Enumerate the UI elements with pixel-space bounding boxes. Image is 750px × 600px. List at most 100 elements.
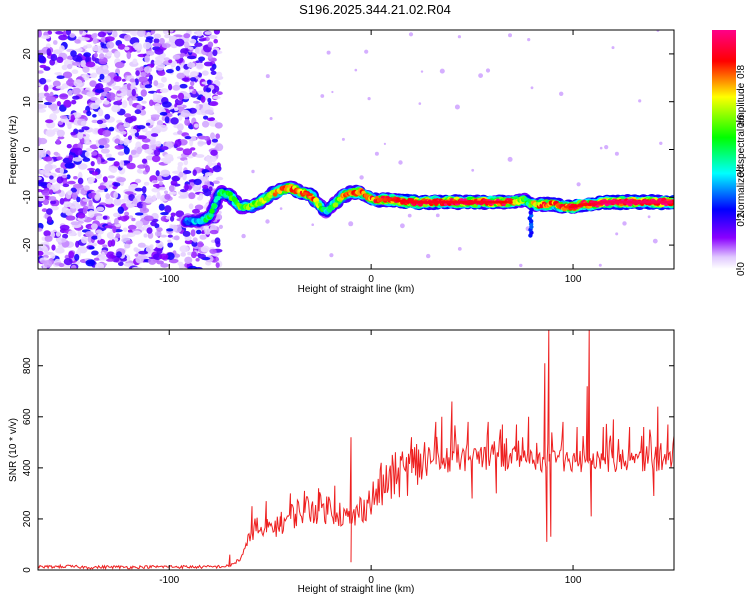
spectrogram-noise-cell — [167, 234, 173, 238]
spectrogram-noise-cell — [123, 160, 131, 164]
spectrogram-noise-cell — [142, 41, 152, 50]
spectrogram-noise-cell — [91, 250, 99, 256]
spectrogram-noise-cell — [65, 210, 72, 216]
spectrogram-noise-cell — [116, 90, 121, 94]
spectrogram-faint-cell — [420, 70, 424, 73]
spectrogram-noise-cell — [71, 87, 81, 95]
spectrogram-noise-cell — [88, 200, 93, 207]
spectrogram-ridge-core — [435, 200, 442, 204]
spectrogram-noise-cell — [137, 135, 148, 140]
spectrogram-noise-cell — [143, 181, 150, 186]
spectrogram-ridge-core — [493, 200, 500, 204]
x-tick-label: -100 — [159, 575, 179, 586]
spectrogram-noise-cell — [74, 147, 83, 156]
spectrogram-noise-cell — [99, 144, 105, 149]
spectrogram-noise-cell — [95, 215, 103, 221]
spectrogram-noise-cell — [207, 160, 213, 167]
spectrogram-noise-cell — [172, 170, 181, 174]
spectrogram-noise-cell — [161, 76, 167, 83]
spectrogram-noise-cell — [141, 100, 147, 104]
spectrogram-noise-cell — [70, 131, 77, 136]
spectrogram-noise-cell — [141, 186, 147, 194]
spectrogram-noise-cell — [192, 90, 197, 95]
spectrogram-noise-cell — [94, 88, 104, 94]
spectrogram-noise-cell — [149, 99, 154, 107]
spectrogram-noise-cell — [122, 30, 132, 33]
spectrogram-noise-cell — [92, 114, 97, 118]
spectrogram-noise-cell — [55, 31, 64, 35]
y-tick-label: 600 — [22, 408, 33, 425]
spectrogram-noise-cell — [128, 98, 133, 106]
spectrogram-ridge-cell — [208, 212, 214, 218]
spectrogram-noise-cell — [186, 55, 197, 60]
spectrogram-noise-cell — [57, 136, 65, 140]
spectrogram-noise-cell — [83, 52, 91, 58]
spectrogram-noise-cell — [152, 42, 162, 47]
spectrogram-faint-cell — [398, 160, 403, 165]
spectrogram-noise-cell — [123, 138, 130, 146]
spectrogram-noise-cell — [89, 74, 94, 78]
spectrogram-noise-cell — [134, 212, 144, 216]
spectrogram-faint-cell — [218, 224, 223, 229]
spectrogram-noise-cell — [77, 212, 86, 219]
spectrogram-faint-cell — [320, 94, 325, 98]
spectrogram-noise-cell — [123, 194, 129, 201]
spectrogram-noise-cell — [143, 215, 154, 222]
spectrogram-noise-cell — [98, 185, 107, 191]
spectrogram-noise-cell — [179, 245, 189, 253]
spectrogram-ridge-core — [417, 200, 424, 204]
spectrogram-noise-cell — [201, 70, 209, 76]
spectrogram-noise-cell — [77, 177, 84, 185]
snr-x-ticks: -100 0 100 — [159, 330, 582, 586]
spectrogram-noise-cell — [126, 51, 132, 60]
spectrogram-faint-cell — [598, 263, 602, 267]
spectrogram-y-label: Frequency (Hz) — [8, 116, 19, 185]
spectrogram-faint-cell — [269, 117, 273, 120]
spectrogram-noise-cell — [72, 192, 78, 201]
spectrogram-noise-cell — [66, 79, 76, 87]
spectrogram-noise-cell — [91, 235, 98, 240]
spectrogram-noise-cell — [209, 248, 217, 254]
spectrogram-ridge-core — [306, 193, 313, 197]
spectrogram-noise-cell — [72, 61, 82, 66]
spectrogram-faint-cell — [507, 156, 513, 162]
spectrogram-noise-cell — [148, 257, 157, 265]
spectrogram-noise-cell — [95, 229, 103, 234]
spectrogram-noise-cell — [127, 203, 136, 208]
spectrogram-noise-cell — [74, 39, 81, 44]
spectrogram-noise-cell — [140, 195, 145, 202]
spectrogram-ridge-core — [653, 200, 660, 204]
spectrogram-faint-cell — [604, 145, 609, 150]
spectrogram-faint-cell — [279, 207, 283, 210]
spectrogram-noise-cell — [215, 143, 224, 152]
spectrogram-noise-cell — [44, 235, 53, 242]
spectrogram-noise-cell — [164, 193, 171, 200]
spectrogram-noise-cell — [85, 259, 96, 267]
snr-y-ticks: 0 200 400 600 800 — [22, 357, 674, 573]
spectrogram-noise-cell — [90, 161, 95, 167]
spectrogram-noise-cell — [168, 30, 174, 33]
spectrogram-noise-cell — [142, 203, 147, 212]
spectrogram-noise-cell — [117, 151, 125, 156]
spectrogram-faint-cell — [439, 68, 445, 74]
spectrogram-noise-cell — [153, 183, 161, 188]
spectrogram-noise-cell — [187, 62, 196, 68]
spectrogram-noise-cell — [177, 92, 185, 101]
colorbar-tick-label: 0.2 — [736, 212, 747, 226]
spectrogram-noise-cell — [95, 83, 104, 90]
spectrogram-noise-cell — [168, 191, 178, 195]
snr-plot-area — [38, 330, 674, 570]
spectrogram-noise-cell — [152, 194, 157, 202]
spectrogram-noise-cell — [164, 34, 171, 39]
spectrogram-noise-cell — [169, 185, 175, 192]
spectrogram-noise-cell — [38, 30, 42, 38]
spectrogram-noise-cell — [145, 30, 152, 33]
snr-panel: -100 0 100 0 200 400 600 800 Height of straigh… — [8, 329, 675, 595]
spectrogram-noise-cell — [148, 144, 157, 150]
spectrogram-noise-cell — [104, 225, 114, 229]
spectrogram-noise-cell — [73, 183, 83, 189]
spectrogram-ridge-core — [582, 202, 589, 207]
spectrogram-noise-cell — [45, 119, 54, 124]
spectrogram-noise-cell — [91, 151, 98, 156]
